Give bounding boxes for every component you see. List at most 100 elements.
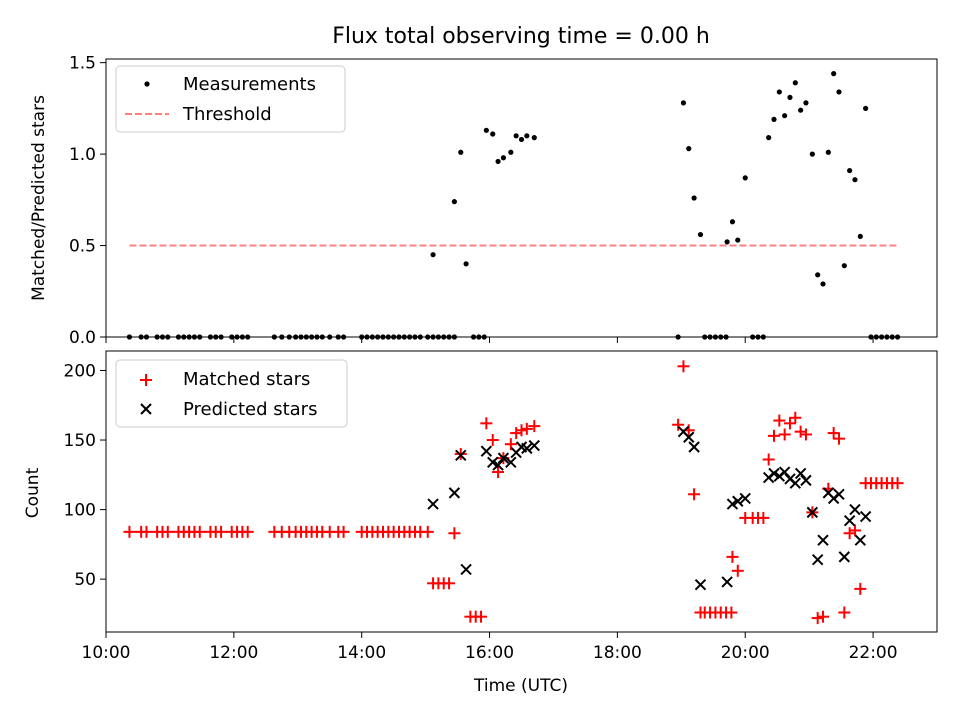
matched-star-point [799,428,812,441]
top-y-axis-label: Matched/Predicted stars [29,95,49,301]
predicted-star-point [806,506,819,519]
matched-star-point [848,524,861,537]
measurement-point [430,252,436,258]
measurement-point [863,105,869,111]
predicted-star-point [492,459,504,471]
matched-star-point [520,422,533,435]
measurement-point [508,149,514,155]
measurement-point [524,133,530,139]
measurement-point [724,239,730,245]
predicted-star-point [794,467,807,480]
predicted-star-point [739,492,751,505]
measurement-point [787,94,793,101]
measurement-point [809,151,815,157]
predicted-star-point [521,442,533,455]
predicted-star-point [768,467,780,480]
predicted-star-point [460,563,472,576]
x-tick-label: 22:00 [849,643,898,663]
measurement-point [776,89,782,95]
top-plot-frame [105,58,938,338]
measurement-point [771,116,777,122]
matched-star-point [515,424,528,437]
top-y-tick-label: 1.5 [69,54,96,74]
x-tick-label: 20:00 [721,643,770,663]
matched-star-point [677,360,690,373]
predicted-star-point [849,503,861,516]
matched-star-point [794,425,807,438]
matched-star-point [757,511,770,524]
matched-star-point [480,417,493,430]
matched-star-point [161,525,174,538]
bottom-plot-marks [123,360,904,625]
matched-star-point [215,525,228,538]
matched-star-point [762,453,775,466]
measurement-point [766,135,772,141]
top-plot-marks [126,71,901,340]
x-axis-label: Time (UTC) [473,676,568,696]
top-y-tick-label: 0.0 [69,328,96,348]
matched-star-point [891,477,904,490]
x-tick-label: 12:00 [209,643,258,663]
matched-star-point [448,527,461,540]
top-y-tick-label: 1.0 [69,145,96,165]
legend-label-matched-stars: Matched stars [183,369,310,390]
top-panel: Flux total observing time = 0.00 h Match… [29,24,938,348]
predicted-star-point [480,445,493,457]
legend-label-threshold: Threshold [182,104,272,125]
matched-star-point [443,577,456,590]
predicted-star-point [721,576,733,588]
predicted-star-point [778,466,791,478]
predicted-star-point [505,456,517,468]
measurement-point [792,80,798,86]
x-tick-label: 16:00 [465,643,514,663]
measurement-point [686,146,692,152]
matched-star-point [783,417,796,430]
predicted-star-point [726,498,739,510]
predicted-star-point [843,515,856,527]
bottom-y-tick-label: 100 [64,501,96,521]
matched-star-point [486,434,499,447]
matched-star-point [140,525,153,538]
matched-star-point [241,525,254,538]
matched-star-point [789,411,802,424]
measurement-point [691,195,697,201]
bottom-panel: Count Time (UTC) 50 100 150 200 10:00 12:00 14… [23,350,938,696]
measurement-point [729,219,736,225]
predicted-star-point [833,488,845,500]
matched-star-point [731,564,744,577]
bottom-y-axis-label: Count [23,467,43,518]
measurement-point [852,177,858,183]
matched-star-point [773,414,786,427]
predicted-star-point [487,456,499,468]
bottom-plot-frame [105,350,938,633]
legend-plus-marker [140,374,152,386]
measurement-point [513,133,519,139]
bottom-axis-ticks: 50 100 150 200 10:00 12:00 14:00 16:00 18:00 20:0… [64,361,898,663]
matched-star-point [725,606,738,619]
top-legend: Measurements Threshold [115,65,346,133]
measurement-point [831,71,837,77]
predicted-star-point [694,578,707,591]
predicted-star-point [497,452,510,464]
measurement-point [815,272,821,278]
x-tick-label: 10:00 [82,643,131,663]
matched-star-point [817,610,830,623]
x-tick-label: 14:00 [337,643,386,663]
bottom-legend-box [115,359,348,428]
matched-star-point [843,527,856,540]
matched-star-point [123,525,136,538]
measurement-point [451,199,457,205]
matched-star-point [838,606,851,619]
matched-star-point [767,429,780,442]
matched-star-point [193,525,206,538]
legend-label-measurements: Measurements [183,74,316,95]
bottom-y-tick-label: 200 [64,361,96,381]
measurement-point [803,100,809,106]
matched-star-point [528,420,541,433]
top-axis-ticks: 0.0 0.5 1.0 1.5 [69,54,874,348]
legend-dot-marker [144,81,150,87]
matched-star-point [672,418,685,431]
measurement-point [836,89,842,95]
predicted-star-point [838,551,851,563]
